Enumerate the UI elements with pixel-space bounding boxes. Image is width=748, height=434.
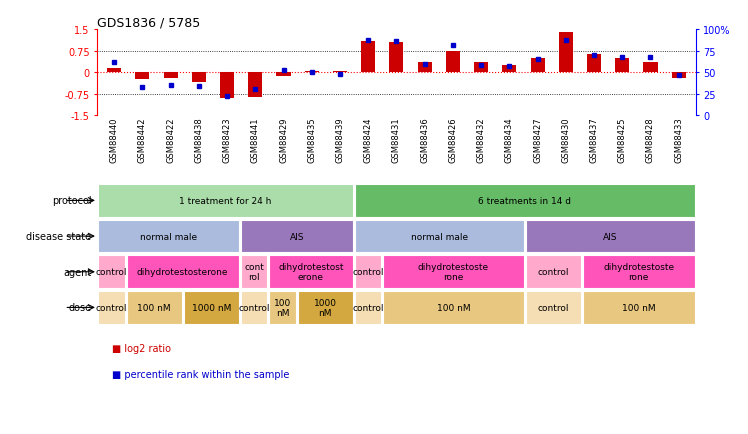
- Bar: [417, 63, 432, 73]
- Text: normal male: normal male: [140, 232, 197, 241]
- FancyBboxPatch shape: [98, 256, 125, 289]
- FancyBboxPatch shape: [355, 220, 524, 253]
- FancyBboxPatch shape: [583, 291, 695, 324]
- Text: 100 nM: 100 nM: [437, 303, 470, 312]
- FancyBboxPatch shape: [98, 291, 125, 324]
- Text: dihydrotestoste
rone: dihydrotestoste rone: [418, 263, 489, 282]
- Text: dihydrotestost
erone: dihydrotestost erone: [278, 263, 343, 282]
- Bar: [164, 73, 178, 79]
- Text: 100 nM: 100 nM: [138, 303, 171, 312]
- Text: GSM88433: GSM88433: [674, 117, 683, 163]
- FancyBboxPatch shape: [526, 256, 580, 289]
- Text: GDS1836 / 5785: GDS1836 / 5785: [97, 16, 200, 29]
- FancyBboxPatch shape: [355, 184, 695, 217]
- Text: dihydrotestoste
rone: dihydrotestoste rone: [603, 263, 674, 282]
- Text: agent: agent: [63, 267, 91, 277]
- Text: AIS: AIS: [603, 232, 617, 241]
- Text: dose: dose: [68, 303, 91, 312]
- Bar: [390, 43, 403, 73]
- FancyBboxPatch shape: [355, 291, 381, 324]
- Text: GSM88441: GSM88441: [251, 117, 260, 163]
- Bar: [333, 72, 347, 73]
- Text: GSM88426: GSM88426: [448, 117, 457, 163]
- Text: ■ log2 ratio: ■ log2 ratio: [112, 343, 171, 353]
- Text: 6 treatments in 14 d: 6 treatments in 14 d: [478, 197, 571, 205]
- FancyBboxPatch shape: [183, 291, 239, 324]
- Bar: [503, 66, 516, 73]
- Text: 1000
nM: 1000 nM: [313, 298, 337, 317]
- Text: cont
rol: cont rol: [244, 263, 264, 282]
- Text: control: control: [352, 268, 384, 276]
- Text: GSM88422: GSM88422: [166, 117, 175, 163]
- Text: GSM88431: GSM88431: [392, 117, 401, 163]
- Text: GSM88424: GSM88424: [364, 117, 373, 163]
- Bar: [643, 63, 657, 73]
- Text: GSM88436: GSM88436: [420, 117, 429, 163]
- Text: GSM88438: GSM88438: [194, 117, 203, 163]
- FancyBboxPatch shape: [241, 291, 267, 324]
- Text: GSM88435: GSM88435: [307, 117, 316, 163]
- Text: GSM88439: GSM88439: [336, 117, 345, 163]
- FancyBboxPatch shape: [241, 220, 353, 253]
- Bar: [615, 59, 629, 73]
- FancyBboxPatch shape: [298, 291, 353, 324]
- Bar: [587, 55, 601, 73]
- Bar: [107, 69, 121, 73]
- FancyBboxPatch shape: [98, 184, 353, 217]
- Text: GSM88440: GSM88440: [110, 117, 119, 163]
- Text: control: control: [537, 303, 569, 312]
- Text: GSM88425: GSM88425: [618, 117, 627, 163]
- FancyBboxPatch shape: [526, 291, 580, 324]
- Bar: [191, 73, 206, 83]
- FancyBboxPatch shape: [526, 220, 695, 253]
- Text: disease state: disease state: [26, 232, 91, 241]
- Text: control: control: [352, 303, 384, 312]
- Text: GSM88427: GSM88427: [533, 117, 542, 163]
- Bar: [474, 63, 488, 73]
- Text: GSM88423: GSM88423: [223, 117, 232, 163]
- Text: control: control: [96, 268, 127, 276]
- FancyBboxPatch shape: [126, 291, 182, 324]
- Text: protocol: protocol: [52, 196, 91, 206]
- Text: 100 nM: 100 nM: [622, 303, 655, 312]
- Bar: [248, 73, 263, 97]
- Bar: [220, 73, 234, 99]
- Text: AIS: AIS: [289, 232, 304, 241]
- Text: GSM88434: GSM88434: [505, 117, 514, 163]
- Text: GSM88428: GSM88428: [646, 117, 655, 163]
- Bar: [672, 73, 686, 79]
- Text: normal male: normal male: [411, 232, 468, 241]
- Text: control: control: [238, 303, 270, 312]
- Text: 1 treatment for 24 h: 1 treatment for 24 h: [180, 197, 272, 205]
- Text: GSM88437: GSM88437: [589, 117, 598, 163]
- Text: GSM88430: GSM88430: [561, 117, 570, 163]
- Text: GSM88429: GSM88429: [279, 117, 288, 163]
- FancyBboxPatch shape: [126, 256, 239, 289]
- Bar: [304, 72, 319, 73]
- FancyBboxPatch shape: [98, 220, 239, 253]
- Text: control: control: [537, 268, 569, 276]
- Bar: [446, 52, 460, 73]
- Bar: [277, 73, 290, 76]
- FancyBboxPatch shape: [269, 256, 353, 289]
- FancyBboxPatch shape: [583, 256, 695, 289]
- Text: GSM88432: GSM88432: [476, 117, 485, 163]
- FancyBboxPatch shape: [383, 291, 524, 324]
- FancyBboxPatch shape: [269, 291, 296, 324]
- Bar: [361, 42, 375, 73]
- Bar: [135, 73, 150, 80]
- FancyBboxPatch shape: [383, 256, 524, 289]
- FancyBboxPatch shape: [355, 256, 381, 289]
- Text: 1000 nM: 1000 nM: [191, 303, 231, 312]
- Bar: [530, 59, 545, 73]
- Text: control: control: [96, 303, 127, 312]
- Text: dihydrotestosterone: dihydrotestosterone: [137, 268, 228, 276]
- Bar: [559, 33, 573, 73]
- Text: ■ percentile rank within the sample: ■ percentile rank within the sample: [112, 369, 289, 379]
- Text: GSM88442: GSM88442: [138, 117, 147, 163]
- FancyBboxPatch shape: [241, 256, 267, 289]
- Text: 100
nM: 100 nM: [274, 298, 291, 317]
